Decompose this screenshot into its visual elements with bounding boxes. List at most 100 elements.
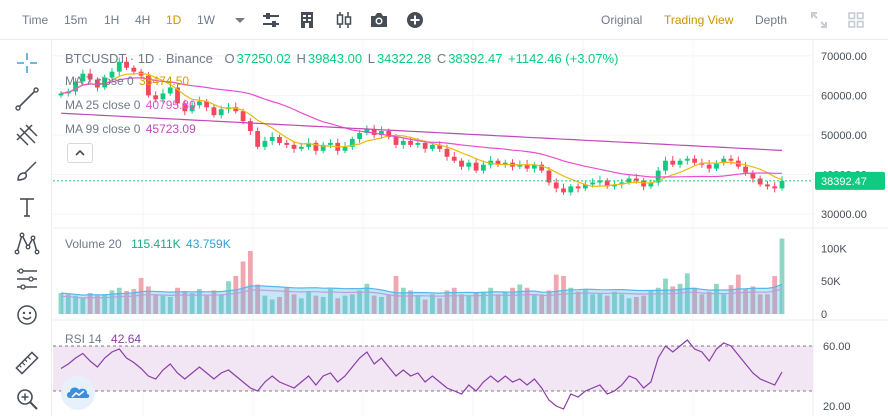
cloud-icon [67,387,90,398]
expand-icon[interactable] [809,10,829,30]
candle-body [437,144,443,149]
candle-body [612,184,617,187]
change-value: +1142.46 (+3.07%) [508,51,619,66]
volume-bar [677,283,683,314]
volume-bar [116,287,122,314]
candle-body [779,180,785,189]
volume-bar [393,275,399,314]
candle-body [262,140,268,147]
plus-circle-icon[interactable] [405,10,425,30]
price-tick-label: 30000.00 [821,209,867,221]
volume-bar [430,294,435,314]
text-icon[interactable] [14,194,40,220]
view-depth[interactable]: Depth [755,13,788,27]
volume-bar [765,294,770,314]
symbol-legend: BTCUSDT · 1D · Binance O 37250.02 H 39843.… [65,51,620,66]
candle-body [495,160,501,165]
volume-bar [728,285,734,314]
volume-bar [772,275,778,314]
volume-bar [160,295,166,314]
volume-bar [597,293,603,314]
interval-15m[interactable]: 15m [64,13,88,27]
volume-bar [379,296,384,314]
symbol-name: BTCUSDT · 1D · Binance [65,51,213,66]
volume-bar [65,294,71,314]
ma99-legend: MA 99 close 0 45723.09 [65,122,198,136]
price-tick-label: 50000.00 [821,130,867,142]
interval-4h[interactable]: 4H [135,13,151,27]
chart-area[interactable]: 70000.0060000.0050000.0040000.0030000.00… [53,40,888,416]
grid-icon[interactable] [846,10,866,30]
volume-bar [408,290,413,314]
volume-bar [437,298,443,314]
volume-bar [233,275,239,314]
candle-body [196,101,202,106]
rsi-line [60,339,783,410]
top-toolbar: Time 15m 1H 4H 1D 1W Original Trading Vi… [0,0,888,40]
interval-1h[interactable]: 1H [104,13,120,27]
volume-bar [459,294,464,314]
candle-body [743,166,748,173]
volume-bar [102,294,108,314]
interval-1w[interactable]: 1W [197,13,215,27]
candle-body [459,160,464,167]
volume-bar [342,295,348,314]
volume-bar [80,297,86,314]
fib-icon[interactable] [14,266,40,292]
camera-icon[interactable] [369,10,389,30]
brush-icon[interactable] [14,158,40,184]
volume-bar [284,287,290,314]
view-original[interactable]: Original [601,13,643,27]
pitchfork-icon[interactable] [14,122,40,148]
cloud-logo-button[interactable] [61,376,95,410]
candle-body [721,158,727,163]
crosshair-icon[interactable] [14,50,40,76]
volume-bar [138,277,144,314]
high-value: 39843.00 [307,51,363,66]
candle-body [677,160,683,165]
volume-bar [189,293,195,314]
volume-bar [466,295,472,314]
candle-body [328,142,333,145]
volume-bar [255,284,261,314]
chart-canvas[interactable]: 70000.0060000.0050000.0040000.0030000.00… [53,40,888,416]
candle-body [553,182,559,189]
zoom-in-icon[interactable] [14,386,40,412]
volume-bar [175,287,180,314]
collapse-legend-button[interactable] [67,143,93,163]
candles-icon[interactable] [334,10,354,30]
chevron-down-icon[interactable] [230,10,250,30]
ma99-label: MA 99 close 0 [65,122,141,136]
volume-bar [415,295,421,314]
trend-line-icon[interactable] [14,86,40,112]
candle-body [539,164,545,171]
pattern-icon[interactable] [14,230,40,256]
volume-ma-line-2 [60,288,783,299]
volume-bar [371,295,377,314]
volume-bar [684,273,690,314]
settings-sliders-icon[interactable] [261,10,281,30]
volume-bar [124,291,129,314]
view-trading-view[interactable]: Trading View [664,13,734,27]
rsi-label: RSI 14 [65,332,102,346]
candle-body [590,182,596,185]
candle-body [240,111,246,122]
volume-ma-area [61,284,782,314]
building-icon[interactable] [297,10,317,30]
candle-body [306,142,312,147]
interval-1d[interactable]: 1D [166,13,182,27]
candle-body [298,146,304,149]
candle-body [604,180,610,187]
volume-tick-label: 50K [821,276,841,288]
candle-body [772,186,778,189]
price-tick-label: 60000.00 [821,90,867,102]
candle-body [444,148,450,157]
candle-body [189,105,195,112]
candle-body [684,158,690,161]
time-label[interactable]: Time [22,13,49,27]
volume-bar [604,295,610,314]
volume-ma-line [60,283,783,296]
volume-bar [779,238,785,314]
ruler-icon[interactable] [14,350,40,376]
emoji-icon[interactable] [14,302,40,328]
